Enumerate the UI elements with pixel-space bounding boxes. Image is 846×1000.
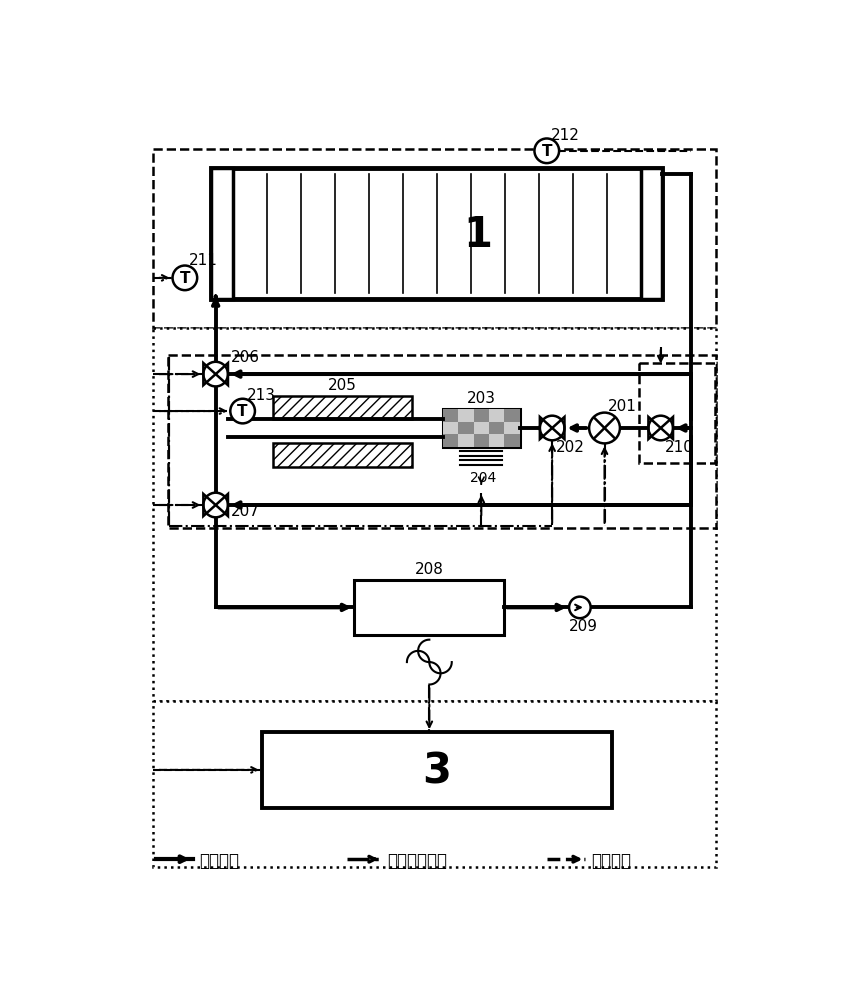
Text: 213: 213 (246, 388, 276, 403)
Bar (459, 434, 474, 447)
Circle shape (535, 138, 559, 163)
Text: 206: 206 (231, 350, 260, 365)
Circle shape (540, 416, 564, 440)
Circle shape (203, 362, 228, 386)
Text: 202: 202 (556, 440, 585, 455)
Bar (273, 443, 412, 467)
Text: 1: 1 (463, 214, 492, 256)
Bar (640, 168, 662, 299)
Bar (474, 434, 489, 447)
Bar (504, 434, 519, 447)
Text: T: T (179, 271, 190, 286)
Text: 208: 208 (415, 562, 444, 577)
Text: 209: 209 (569, 619, 598, 634)
Circle shape (589, 413, 620, 443)
Bar (168, 355, 717, 528)
Bar (489, 422, 504, 434)
Bar (273, 396, 412, 419)
Bar (474, 409, 489, 422)
Bar (489, 409, 504, 422)
Text: 210: 210 (665, 440, 694, 455)
Circle shape (569, 597, 591, 618)
Bar (640, 363, 715, 463)
Bar (504, 409, 519, 422)
Text: 203: 203 (467, 391, 496, 406)
Text: 212: 212 (551, 128, 580, 143)
Bar (152, 149, 717, 328)
Text: 温度信号: 温度信号 (591, 852, 631, 870)
Text: 207: 207 (231, 504, 260, 519)
Text: 冷却液流: 冷却液流 (199, 852, 239, 870)
Bar (211, 168, 233, 299)
Bar (504, 422, 519, 434)
Bar (442, 409, 459, 422)
Bar (262, 732, 613, 808)
Bar (442, 422, 459, 434)
Text: 开关控制信号: 开关控制信号 (387, 852, 448, 870)
Circle shape (230, 399, 255, 423)
Bar (442, 409, 519, 447)
Text: T: T (238, 404, 248, 419)
Text: 201: 201 (608, 399, 637, 414)
Bar (354, 580, 504, 635)
Bar (459, 422, 474, 434)
Text: T: T (541, 144, 552, 159)
Text: 205: 205 (328, 378, 357, 393)
Text: 211: 211 (189, 253, 217, 268)
Bar (459, 409, 474, 422)
Circle shape (203, 493, 228, 517)
Bar (211, 168, 662, 299)
Circle shape (648, 416, 673, 440)
Bar (474, 422, 489, 434)
Bar (152, 328, 717, 701)
Bar (442, 434, 459, 447)
Circle shape (173, 266, 197, 290)
Text: 204: 204 (470, 471, 496, 485)
Bar (489, 434, 504, 447)
Bar (152, 701, 717, 867)
Text: 3: 3 (422, 750, 452, 792)
